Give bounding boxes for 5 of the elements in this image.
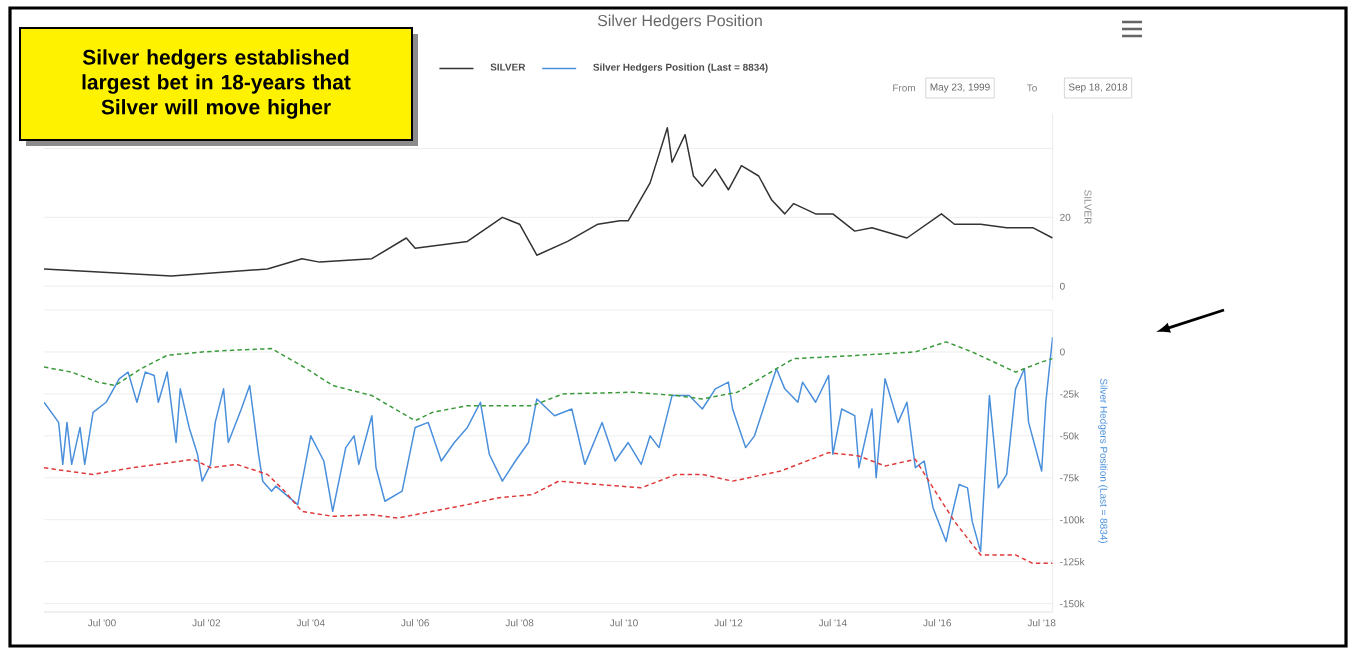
line-series bbox=[44, 341, 1053, 422]
line-series bbox=[44, 127, 1053, 277]
line-series bbox=[44, 451, 1053, 565]
annotation: Silver hedgers established largest bet in 18-years that Silver will move higher bbox=[82, 49, 351, 119]
line-series bbox=[44, 336, 1053, 553]
